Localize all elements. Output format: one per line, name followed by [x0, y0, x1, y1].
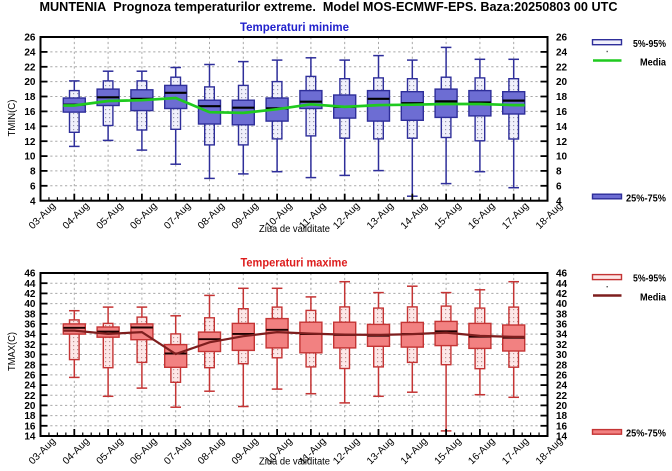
svg-text:34: 34 — [556, 330, 568, 341]
svg-text:46: 46 — [24, 269, 36, 280]
svg-text:14: 14 — [24, 122, 36, 133]
svg-text:14: 14 — [556, 432, 568, 443]
svg-text:46: 46 — [556, 269, 568, 280]
svg-text:25%-75%: 25%-75% — [626, 428, 666, 439]
svg-text:22: 22 — [556, 391, 568, 402]
svg-text:4: 4 — [556, 196, 562, 207]
svg-text:38: 38 — [24, 309, 36, 320]
svg-text:5%-95%: 5%-95% — [633, 39, 666, 50]
svg-text:Temperaturi minime: Temperaturi minime — [240, 20, 349, 34]
svg-text:42: 42 — [556, 289, 568, 300]
svg-text:20: 20 — [24, 77, 36, 88]
svg-text:Ziua de validitate: Ziua de validitate — [259, 457, 330, 468]
svg-text:16: 16 — [556, 107, 568, 118]
svg-text:6: 6 — [556, 181, 562, 192]
svg-text:30: 30 — [24, 350, 36, 361]
svg-text:TMIN(C): TMIN(C) — [7, 100, 18, 137]
svg-text:22: 22 — [24, 391, 36, 402]
svg-text:38: 38 — [556, 309, 568, 320]
svg-text:TMAX(C): TMAX(C) — [7, 332, 18, 371]
svg-text:26: 26 — [556, 33, 568, 44]
svg-text:20: 20 — [24, 401, 36, 412]
svg-text:16: 16 — [556, 421, 568, 432]
svg-text:18: 18 — [556, 92, 568, 103]
svg-text:5%-95%: 5%-95% — [633, 274, 666, 285]
svg-text:28: 28 — [556, 360, 568, 371]
svg-text:24: 24 — [24, 48, 36, 59]
svg-text:18: 18 — [556, 411, 568, 422]
svg-text:Ziua de validitate: Ziua de validitate — [259, 224, 330, 235]
svg-text:26: 26 — [556, 371, 568, 382]
svg-text:10: 10 — [24, 152, 36, 163]
svg-text:22: 22 — [24, 62, 36, 73]
svg-text:6: 6 — [30, 181, 36, 192]
svg-text:28: 28 — [24, 360, 36, 371]
svg-text:44: 44 — [556, 279, 568, 290]
svg-text:16: 16 — [24, 421, 36, 432]
svg-text:12: 12 — [24, 137, 36, 148]
svg-text:8: 8 — [30, 167, 36, 178]
svg-text:Media: Media — [640, 58, 666, 69]
svg-text:32: 32 — [24, 340, 36, 351]
svg-text:32: 32 — [556, 340, 568, 351]
svg-text:40: 40 — [556, 299, 568, 310]
svg-text:26: 26 — [24, 371, 36, 382]
svg-text:24: 24 — [24, 381, 36, 392]
svg-text:18: 18 — [24, 92, 36, 103]
svg-text:10: 10 — [556, 152, 568, 163]
svg-text:22: 22 — [556, 62, 568, 73]
svg-text:20: 20 — [556, 401, 568, 412]
svg-text:34: 34 — [24, 330, 36, 341]
svg-text:24: 24 — [556, 48, 568, 59]
svg-text:Temperaturi maxime: Temperaturi maxime — [241, 255, 348, 269]
svg-text:16: 16 — [24, 107, 36, 118]
svg-text:20: 20 — [556, 77, 568, 88]
svg-text:44: 44 — [24, 279, 36, 290]
svg-text:42: 42 — [24, 289, 36, 300]
svg-text:26: 26 — [24, 33, 36, 44]
svg-text:14: 14 — [556, 122, 568, 133]
svg-text:4: 4 — [30, 196, 36, 207]
svg-text:36: 36 — [24, 320, 36, 331]
svg-text:18: 18 — [24, 411, 36, 422]
svg-text:25%-75%: 25%-75% — [626, 193, 666, 204]
svg-text:14: 14 — [24, 432, 36, 443]
svg-text:8: 8 — [556, 167, 562, 178]
svg-text:MUNTENIA Prognoza temperaturi: MUNTENIA Prognoza temperaturilor extreme… — [40, 0, 618, 14]
svg-text:Media: Media — [640, 292, 666, 303]
svg-text:40: 40 — [24, 299, 36, 310]
svg-text:24: 24 — [556, 381, 568, 392]
svg-text:30: 30 — [556, 350, 568, 361]
svg-text:12: 12 — [556, 137, 568, 148]
svg-text:36: 36 — [556, 320, 568, 331]
